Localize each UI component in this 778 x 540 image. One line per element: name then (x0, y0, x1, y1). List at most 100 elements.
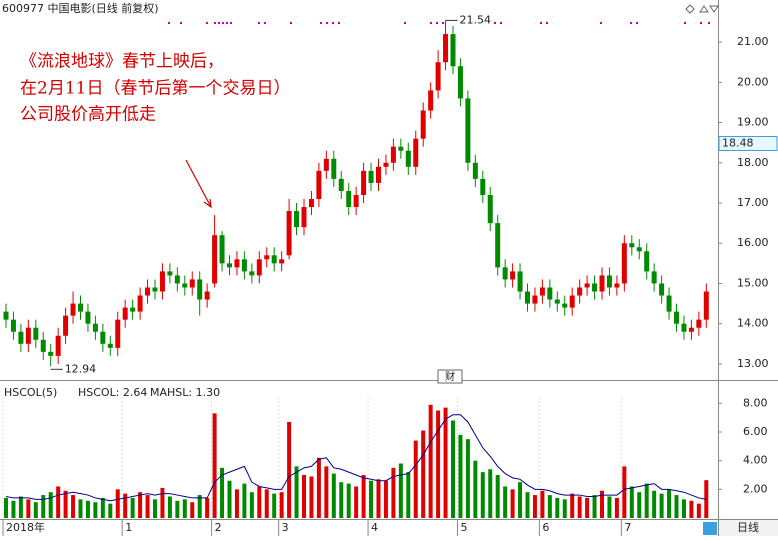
last-price-label: 18.48 (722, 136, 754, 149)
candle-body (413, 138, 419, 167)
volume-bar (71, 495, 76, 518)
volume-bar (480, 472, 485, 518)
candle-body (674, 311, 679, 324)
candle-body (122, 307, 128, 320)
candle-body (241, 259, 247, 272)
candle-body (92, 323, 98, 332)
volume-bar (130, 497, 135, 518)
candle-body (70, 303, 76, 316)
candle-body (212, 235, 218, 284)
y-tick-label: 8.00 (743, 396, 768, 409)
volume-bar (622, 466, 627, 518)
candle-body (487, 194, 493, 224)
volume-bar (495, 475, 500, 518)
indicator-label: HSCOL(5) (4, 386, 57, 399)
candle-body (480, 178, 486, 195)
candle-body (651, 271, 657, 284)
candle-body (510, 271, 516, 280)
volume-bar (316, 457, 321, 518)
candle-body (472, 162, 478, 179)
volume-bar (160, 487, 165, 518)
candle-body (368, 170, 374, 183)
volume-bar (361, 475, 366, 518)
candle-body (592, 283, 598, 292)
candle-body (398, 146, 404, 151)
candle-body (331, 158, 337, 179)
volume-bar (398, 463, 403, 518)
candle-body (167, 271, 173, 276)
candle-body (666, 295, 672, 312)
volume-bar (600, 490, 604, 518)
volume-bar (167, 496, 172, 518)
volume-bar (11, 500, 16, 518)
volume-bar (123, 493, 128, 518)
candle-body (316, 170, 322, 199)
volume-bar (346, 483, 351, 518)
candle-body (554, 299, 560, 304)
window-icons[interactable] (685, 4, 719, 14)
candle-body (308, 199, 314, 208)
volume-bar (577, 496, 582, 518)
volume-bar (518, 482, 523, 518)
candle-body (204, 291, 210, 300)
volume-bar (659, 493, 664, 518)
volume-bar (555, 497, 560, 518)
scroll-button[interactable] (703, 522, 717, 535)
max-marker-label: 21.54 (460, 13, 492, 26)
volume-bar (503, 486, 508, 518)
candle-body (197, 279, 203, 300)
volume-ma-line (5, 414, 707, 502)
volume-bar (465, 439, 470, 518)
y-tick-label: 15.00 (737, 276, 769, 289)
volume-bar (324, 466, 329, 518)
period-tab[interactable] (719, 520, 778, 536)
x-tick-label: 1 (125, 521, 132, 534)
candle-body (346, 190, 352, 208)
volume-bar (93, 502, 98, 518)
candle-body (659, 283, 665, 296)
y-tick-label: 13.00 (737, 357, 769, 370)
volume-bar (488, 469, 493, 518)
candle-body (264, 255, 270, 260)
volume-bar (279, 492, 284, 518)
volume-bar (413, 440, 418, 518)
volume-bar (667, 489, 672, 518)
volume-bar (614, 497, 619, 518)
volume-bar (220, 467, 225, 518)
volume-bar (108, 503, 113, 518)
volume-bar (18, 496, 23, 518)
y-tick-label: 18.00 (737, 156, 769, 169)
candle-body (3, 311, 9, 320)
y-tick-label: 21.00 (737, 35, 769, 48)
candle-body (420, 110, 426, 139)
candle-body (40, 339, 46, 352)
candle-body (338, 178, 344, 191)
volume-bar (331, 473, 336, 518)
volume-bar (78, 499, 83, 518)
volume-bar (391, 467, 396, 518)
volume-bar (629, 486, 634, 518)
candle-body (606, 275, 612, 288)
volume-bar (376, 479, 381, 518)
x-tick-label: 5 (460, 521, 467, 534)
indicator-label: MAHSL: 1.30 (150, 386, 220, 399)
volume-bar (510, 489, 515, 518)
candle-body (361, 170, 367, 195)
volume-bar (272, 493, 277, 518)
volume-bar (547, 495, 552, 518)
volume-bar (153, 499, 157, 518)
candle-body (696, 319, 702, 328)
event-icon[interactable] (437, 369, 463, 384)
candle-body (547, 287, 553, 300)
candle-body (25, 327, 31, 344)
candle-body (145, 287, 151, 296)
volume-bar (532, 495, 537, 518)
candle-body (569, 295, 575, 308)
volume-bar (294, 466, 299, 518)
candle-body (532, 295, 538, 304)
candle-body (256, 259, 262, 276)
candle-body (294, 211, 300, 228)
volume-bar (41, 495, 46, 518)
volume-bar (257, 486, 262, 518)
